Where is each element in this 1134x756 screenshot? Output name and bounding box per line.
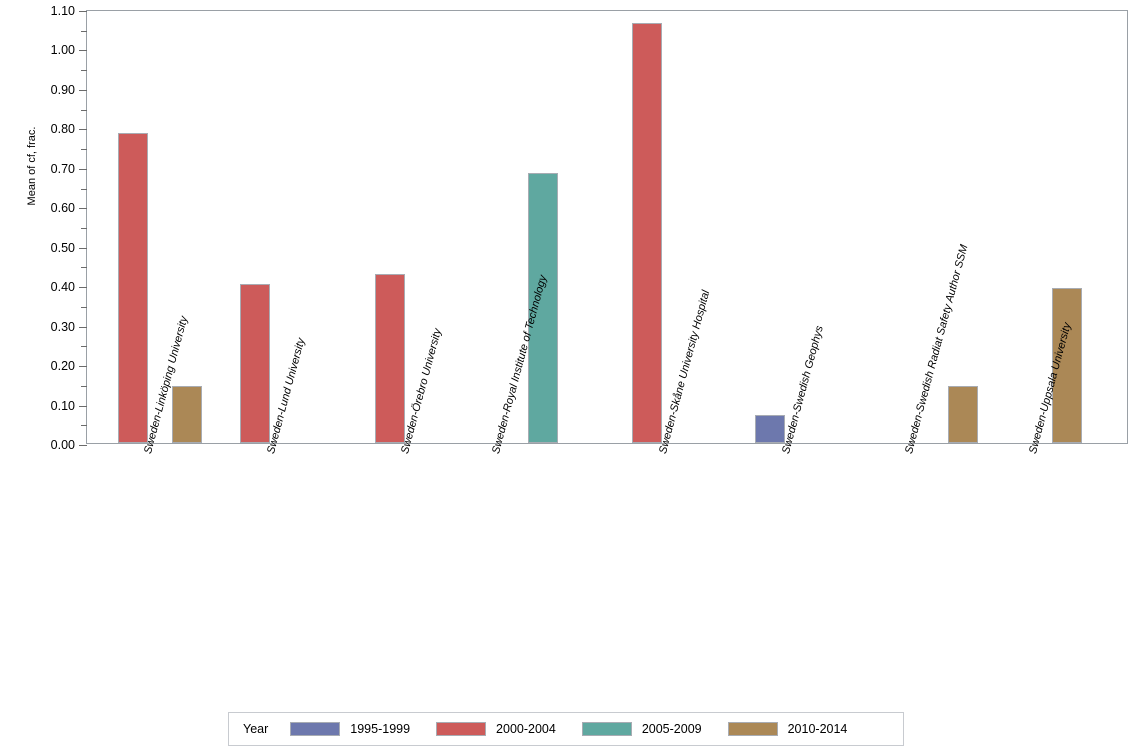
legend-swatch — [581, 722, 632, 736]
y-axis-tick-label: 0.20 — [50, 359, 75, 374]
bar[interactable] — [755, 415, 785, 443]
legend-swatch — [727, 722, 778, 736]
legend-label: 2000-2004 — [496, 722, 556, 736]
y-axis-tick-label: 0.60 — [50, 201, 75, 216]
bar[interactable] — [948, 385, 978, 443]
y-axis-minor-tick-mark — [81, 346, 87, 348]
y-axis-tick-mark — [79, 287, 87, 289]
legend-swatch — [290, 722, 341, 736]
y-axis-minor-tick-mark — [81, 70, 87, 72]
bar[interactable] — [118, 133, 148, 443]
y-axis-tick-mark — [79, 89, 87, 91]
y-axis-title: Mean of cf, frac. — [26, 126, 38, 206]
legend-item[interactable]: 2005-2009 — [581, 722, 702, 736]
y-axis-tick-mark — [79, 168, 87, 170]
y-axis-tick-mark — [79, 11, 87, 12]
bar[interactable] — [375, 274, 405, 443]
y-axis-tick-label: 0.40 — [50, 280, 75, 295]
y-axis-tick-label: 0.30 — [50, 319, 75, 334]
y-axis-minor-tick-mark — [81, 267, 87, 269]
legend-label: 2005-2009 — [641, 722, 702, 736]
legend-title: Year — [243, 722, 269, 736]
plot-area: 0.00 0.10 0.20 0.30 0.40 0.50 0.60 0.70 0.80 0.90… — [51, 4, 1128, 452]
legend-items: 1995-1999 2000-2004 2005-2009 2010-2014 — [290, 722, 873, 736]
y-axis-tick-mark — [79, 129, 87, 131]
y-axis-tick-label: 0.80 — [50, 122, 75, 137]
y-axis-minor-tick-mark — [81, 228, 87, 229]
y-axis-tick-mark — [79, 405, 87, 407]
legend-item[interactable]: 2010-2014 — [727, 722, 848, 736]
bar[interactable] — [240, 284, 270, 443]
y-axis-tick-label: 1.10 — [50, 4, 75, 18]
y-axis-minor-tick-mark — [81, 306, 87, 308]
legend-item[interactable]: 1995-1999 — [290, 722, 410, 736]
bar[interactable] — [632, 22, 662, 443]
legend-swatch — [436, 722, 487, 736]
y-axis-minor-tick-mark — [81, 188, 87, 190]
y-axis-tick-mark — [79, 50, 87, 52]
bar[interactable] — [1052, 287, 1082, 443]
y-axis-minor-tick-mark — [81, 149, 87, 151]
y-axis-minor-tick-mark — [81, 425, 87, 427]
legend-item[interactable]: 2000-2004 — [436, 722, 556, 736]
y-axis-tick-label: 0.70 — [50, 161, 75, 176]
y-axis-tick-mark — [79, 208, 87, 210]
legend-label: 1995-1999 — [350, 722, 411, 736]
bar[interactable] — [172, 385, 202, 443]
y-axis-tick-label: 0.10 — [50, 398, 75, 413]
y-axis-tick-mark — [79, 247, 87, 249]
y-axis-tick-label: 1.00 — [50, 43, 75, 58]
y-axis-tick-mark — [79, 445, 87, 446]
y-axis-minor-tick-mark — [81, 109, 87, 111]
y-axis-tick-label: 0.90 — [50, 82, 75, 97]
y-axis-tick-label: 0.00 — [50, 438, 75, 452]
legend-label: 2010-2014 — [787, 722, 848, 736]
legend: Year 1995-1999 2000-2004 2005-2009 2010-201… — [228, 712, 904, 746]
y-axis-tick-mark — [79, 366, 87, 368]
y-axis-minor-tick-mark — [81, 385, 87, 387]
y-axis-tick-label: 0.50 — [50, 240, 75, 255]
y-axis-minor-tick-mark — [81, 30, 87, 32]
bar[interactable] — [528, 172, 558, 443]
y-axis-tick-mark — [79, 326, 87, 328]
